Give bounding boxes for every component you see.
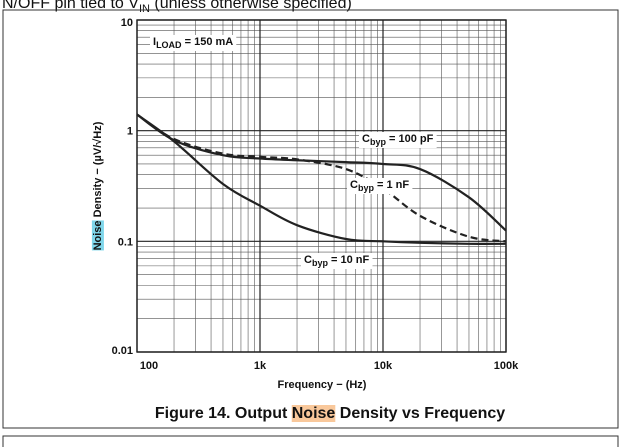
label-background: [301, 253, 373, 269]
annotation: Cbyp = 10 nF: [301, 253, 373, 269]
annotation: Cbyp = 100 pF: [359, 132, 437, 148]
label-background: [359, 132, 437, 148]
marks: [136, 113, 507, 245]
annotation-part: C: [304, 254, 312, 266]
plot-frame: [136, 19, 507, 353]
annotation-sub: byp: [370, 137, 387, 147]
title-text: Figure 14. Output: [155, 405, 292, 422]
annotation-part: C: [362, 133, 370, 145]
annotation-sub: byp: [358, 183, 375, 193]
annotation-part: C: [350, 179, 358, 191]
y-label-text: Density − (µV/√Hz): [92, 121, 104, 220]
header-text: N/OFF pin tied to V: [2, 0, 139, 12]
label-background: [347, 178, 413, 194]
annotation-sub: LOAD: [156, 40, 182, 50]
title-group: Figure 14. Output Noise Density vs Frequ…: [155, 405, 505, 422]
y-axis-label: Noise Density − (µV/√Hz): [92, 121, 104, 250]
chart-title: Figure 14. Output Noise Density vs Frequ…: [155, 405, 505, 422]
y-tick-label: 10: [121, 17, 133, 29]
next-figure-frame: [2, 435, 619, 447]
annotation-part: = 150 mA: [182, 36, 234, 48]
x-axis-label: Frequency − (Hz): [278, 379, 367, 391]
annotation-part: = 1 nF: [374, 179, 409, 191]
series-line: [136, 113, 507, 232]
annotation-part: = 100 pF: [386, 133, 434, 145]
y-label-text: Noise: [92, 220, 104, 250]
annotation-sub: byp: [312, 258, 329, 268]
y-label-highlight: [91, 220, 104, 251]
y-axis-label-group: Noise Density − (µV/√Hz): [91, 121, 104, 251]
series-line: [136, 113, 507, 243]
y-tick-label: 0.1: [118, 236, 133, 248]
annotation: Cbyp = 1 nF: [347, 178, 413, 194]
x-tick-label: 1k: [254, 360, 267, 372]
x-tick-label: 100k: [494, 360, 519, 372]
figure-frame: [2, 9, 619, 429]
annotation-text: ILOAD = 150 mA: [153, 36, 233, 50]
header-sub: IN: [139, 3, 150, 15]
series-line: [136, 113, 507, 245]
x-tick-label: 10k: [374, 360, 393, 372]
annotation-part: = 10 nF: [328, 254, 370, 266]
labels: 100 1k 10k 100k 0.01 0.1 1 10 ILOAD = 150 mA Cbyp…: [112, 17, 520, 372]
title-text: Density vs Frequency: [335, 405, 505, 422]
y-tick-label: 1: [127, 126, 133, 138]
header-text: (unless otherwise specified): [150, 0, 352, 12]
annotation-part: I: [153, 36, 156, 48]
grid: [136, 19, 507, 353]
annotation-text: Cbyp = 1 nF: [350, 179, 409, 193]
annotation-text: Cbyp = 10 nF: [304, 254, 370, 268]
header: N/OFF pin tied to VIN (unless otherwise …: [2, 0, 352, 15]
annotation: ILOAD = 150 mA: [150, 35, 237, 51]
title-highlight: [291, 405, 336, 422]
x-tick-label: 100: [140, 360, 158, 372]
title-text: Noise: [292, 405, 336, 422]
y-tick-label: 0.01: [112, 345, 133, 357]
label-background: [150, 35, 237, 51]
annotation-text: Cbyp = 100 pF: [362, 133, 434, 147]
